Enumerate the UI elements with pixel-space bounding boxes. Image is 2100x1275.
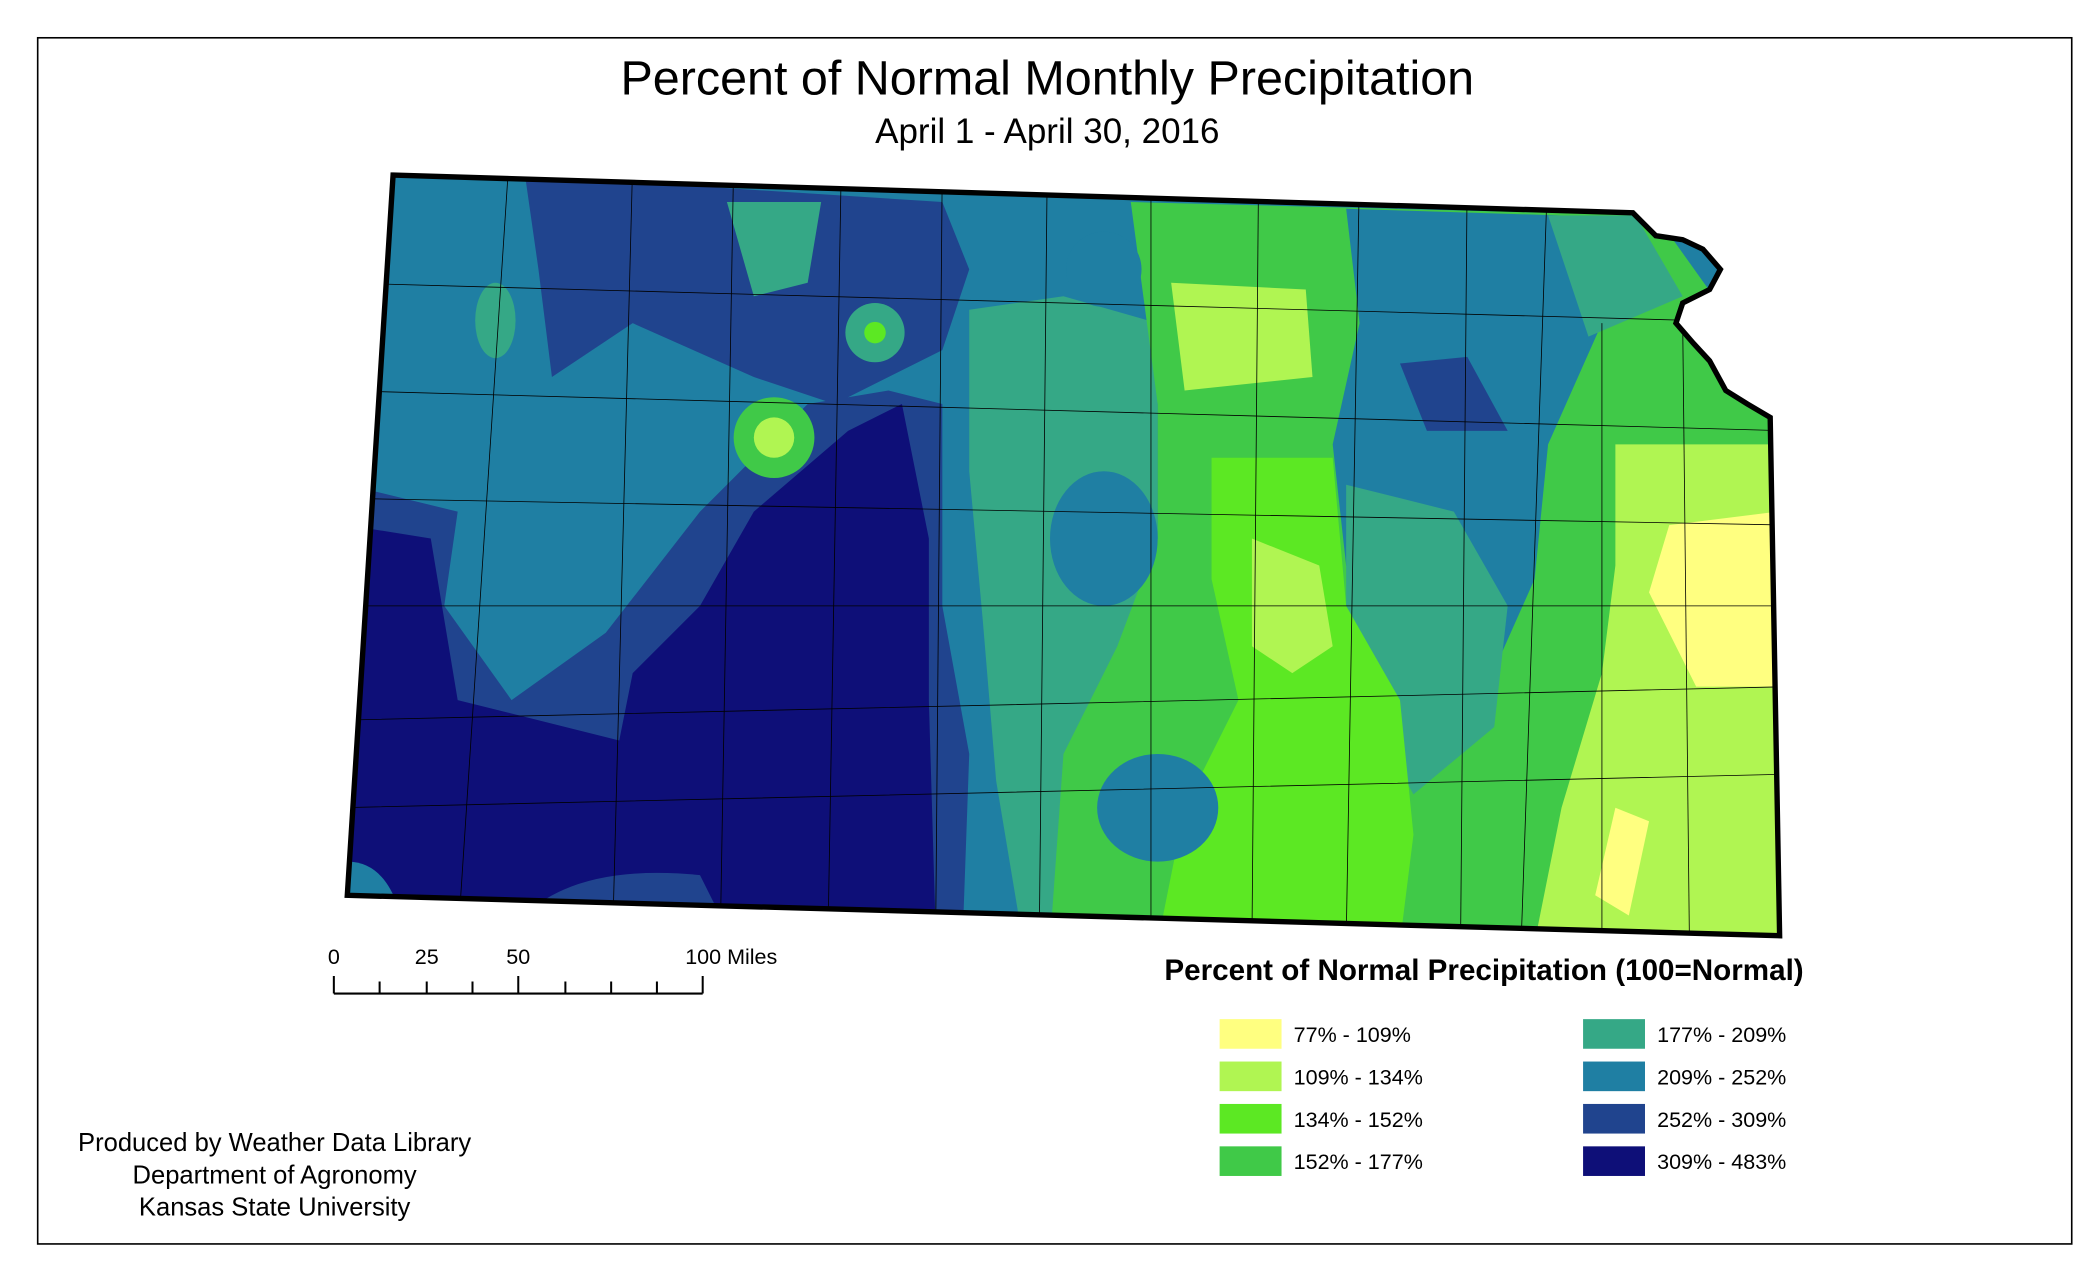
zone-209-252: [1050, 471, 1158, 606]
zone-177-209: [475, 282, 516, 359]
scale-label: 50: [506, 945, 530, 969]
legend-swatch: [1583, 1019, 1645, 1049]
legend-label: 109% - 134%: [1294, 1065, 1423, 1089]
county-boundaries: [347, 175, 1780, 936]
legend-swatch: [1583, 1061, 1645, 1092]
credit-line: Kansas State University: [139, 1194, 411, 1222]
legend-label: 252% - 309%: [1657, 1108, 1786, 1132]
legend-label: 134% - 152%: [1294, 1108, 1423, 1132]
scale-ticks: [332, 976, 704, 995]
legend-swatch: [1583, 1103, 1645, 1134]
zone-109-134: [753, 417, 795, 458]
kansas-outline: [344, 172, 1783, 939]
zone-209-252: [1066, 231, 1142, 308]
zone-134-152: [864, 321, 886, 344]
scale-label: 0: [328, 945, 340, 969]
scale-label: 100 Miles: [685, 945, 777, 969]
zone-209-252: [1097, 753, 1219, 862]
zone-134-152: [1157, 457, 1414, 936]
legend-swatch: [1219, 1061, 1282, 1092]
legend-label: 152% - 177%: [1294, 1150, 1423, 1174]
legend-swatch: [1219, 1103, 1282, 1134]
legend-label: 177% - 209%: [1657, 1023, 1786, 1047]
legend-swatch: [1219, 1146, 1282, 1176]
legend-swatch: [1219, 1019, 1282, 1049]
credit-line: Produced by Weather Data Library: [78, 1129, 471, 1157]
credits: Produced by Weather Data Library Departm…: [78, 1129, 471, 1222]
zone-109-134: [1171, 282, 1313, 391]
credit-line: Department of Agronomy: [133, 1161, 417, 1189]
precipitation-map: [347, 175, 1780, 936]
scale-label: 25: [415, 945, 439, 969]
map-subtitle: April 1 - April 30, 2016: [875, 112, 1219, 151]
legend-label: 309% - 483%: [1657, 1150, 1786, 1174]
scale-bar: 0 25 50 100 Miles: [328, 945, 777, 995]
zone-177-209: [1548, 215, 1683, 337]
zone-77-109: [1649, 511, 1777, 687]
legend-label: 77% - 109%: [1294, 1023, 1411, 1047]
map-title: Percent of Normal Monthly Precipitation: [620, 51, 1474, 105]
legend-label: 209% - 252%: [1657, 1065, 1786, 1089]
zone-177-209: [726, 202, 822, 297]
legend-swatch: [1583, 1146, 1645, 1176]
zone-252-309: [1400, 356, 1508, 431]
zone-77-109: [1595, 807, 1650, 916]
legend: Percent of Normal Precipitation (100=Nor…: [1164, 954, 1804, 1176]
legend-title: Percent of Normal Precipitation (100=Nor…: [1164, 954, 1803, 987]
